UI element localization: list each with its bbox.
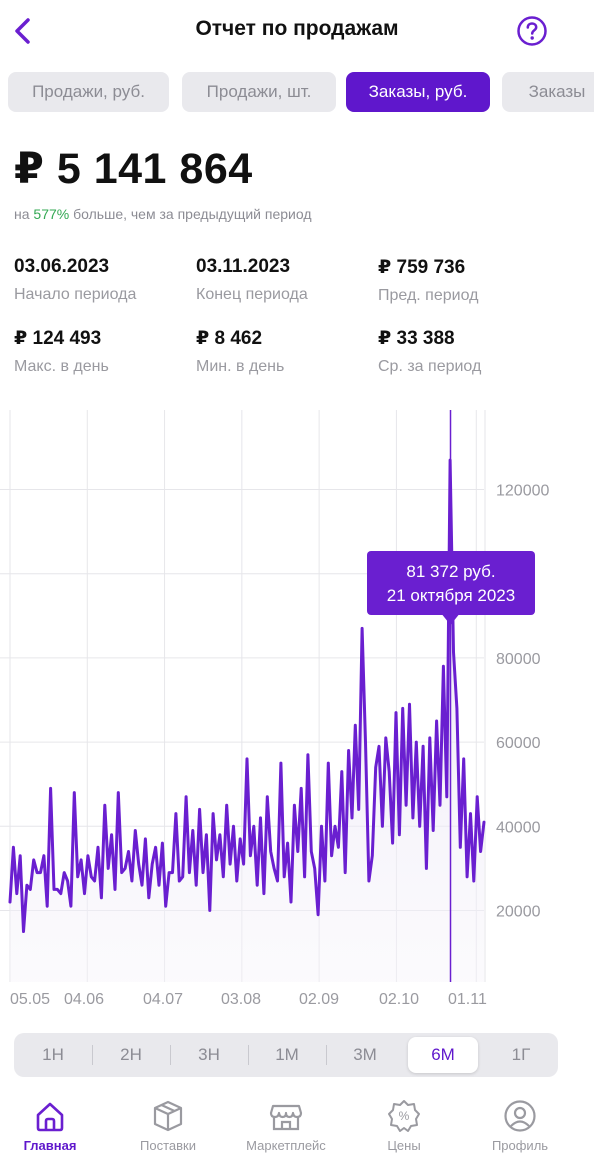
x-tick-label: 04.06 [64,991,104,1008]
stat-value: 03.11.2023 [196,256,291,277]
nav-item-4[interactable]: Профиль [465,1092,575,1153]
stat-end-date: 03.11.2023 Конец периода [196,256,376,304]
profile-icon [504,1100,536,1132]
y-tick-label: 20000 [496,903,541,920]
period-button-6[interactable]: 1Г [511,1045,531,1064]
x-tick-label: 04.07 [143,991,183,1008]
home-icon [36,1102,64,1132]
period-selector: 1Н 2Н 3Н 1М 3М 6М 1Г [14,1033,558,1077]
y-tick-label: 80000 [496,651,541,668]
x-tick-label: 03.08 [221,991,261,1008]
stat-label: Конец периода [196,286,308,303]
stat-value: ₽ 8 462 [196,328,263,349]
stat-label: Ср. за период [378,358,482,375]
question-circle-icon[interactable] [516,15,548,47]
store-icon [269,1104,303,1131]
comparison-prefix: на [14,206,34,222]
x-tick-label: 01.11 [448,991,487,1008]
total-amount: ₽ 5 141 864 [14,145,253,193]
period-button-3[interactable]: 1М [275,1045,299,1064]
series-line [8,458,486,933]
period-button-5[interactable]: 6М [408,1037,478,1073]
top-bar: Отчет по продажам [0,0,594,62]
comparison-suffix: больше, чем за предыдущий период [69,206,312,222]
metric-tabs: Продажи, руб. Продажи, шт. Заказы, руб. … [8,72,594,114]
tooltip-box [367,551,535,615]
nav-item-0[interactable]: Главная [0,1092,105,1153]
stat-label: Мин. в день [196,358,285,375]
stat-start-date: 03.06.2023 Начало периода [14,256,194,304]
stat-value: ₽ 124 493 [14,328,102,349]
tooltip-value: 81 372 руб. [406,562,495,581]
period-button-2[interactable]: 3Н [198,1045,220,1064]
tab-orders-rub[interactable]: Заказы, руб. [346,72,490,112]
box-icon [153,1100,183,1132]
nav-item-label: Цены [387,1138,421,1153]
chevron-left-icon[interactable] [8,14,38,48]
comparison-percent: 577% [33,206,70,222]
stat-label: Пред. период [378,287,479,304]
nav-item-label: Главная [23,1138,77,1153]
bottom-navigation: Главная Поставки Маркетплейс% Цены Профиль [0,1092,594,1162]
nav-item-2[interactable]: Маркетплейс [231,1092,341,1153]
x-tick-label: 05.05 [10,991,50,1008]
period-button-0[interactable]: 1Н [42,1045,64,1064]
tab-sales-pcs[interactable]: Продажи, шт. [182,72,336,112]
period-button-4[interactable]: 3М [353,1045,377,1064]
y-tick-label: 120000 [496,483,549,500]
tooltip-date: 21 октября 2023 [387,586,515,605]
period-separator [326,1045,327,1065]
nav-item-label: Профиль [491,1138,549,1153]
tab-sales-rub[interactable]: Продажи, руб. [8,72,169,112]
y-tick-label: 60000 [496,735,541,752]
percent-badge-icon: % [388,1100,420,1132]
nav-item-3[interactable]: % Цены [349,1092,459,1153]
svg-text:%: % [399,1109,410,1123]
stat-prev-period: ₽ 759 736 Пред. период [378,256,558,305]
stat-max-day: ₽ 124 493 Макс. в день [14,327,194,376]
page-title: Отчет по продажам [195,17,399,40]
x-tick-label: 02.09 [299,991,339,1008]
orders-chart-svg[interactable]: 20000 40000 60000 80000 120000 05.05 04.06 04.0… [0,410,594,1020]
stat-value: ₽ 33 388 [378,328,455,349]
comparison-text: на 577% больше, чем за предыдущий период [14,206,312,222]
period-separator [170,1045,171,1065]
stat-value: 03.06.2023 [14,256,110,277]
period-separator [248,1045,249,1065]
stat-value: ₽ 759 736 [378,257,466,278]
stat-min-day: ₽ 8 462 Мин. в день [196,327,376,376]
tab-orders[interactable]: Заказы [502,72,594,112]
orders-chart[interactable]: 20000 40000 60000 80000 120000 05.05 04.06 04.0… [0,410,594,1020]
series-area [10,460,484,983]
x-tick-label: 02.10 [379,991,419,1008]
period-button-1[interactable]: 2Н [120,1045,142,1064]
y-tick-label: 40000 [496,819,541,836]
stat-avg-period: ₽ 33 388 Ср. за период [378,327,558,376]
stat-label: Макс. в день [14,358,109,375]
nav-item-label: Маркетплейс [246,1138,326,1153]
period-separator [92,1045,93,1065]
tooltip-pointer [442,615,459,625]
nav-item-1[interactable]: Поставки [113,1092,223,1153]
stat-label: Начало периода [14,286,137,303]
nav-item-label: Поставки [140,1138,196,1153]
